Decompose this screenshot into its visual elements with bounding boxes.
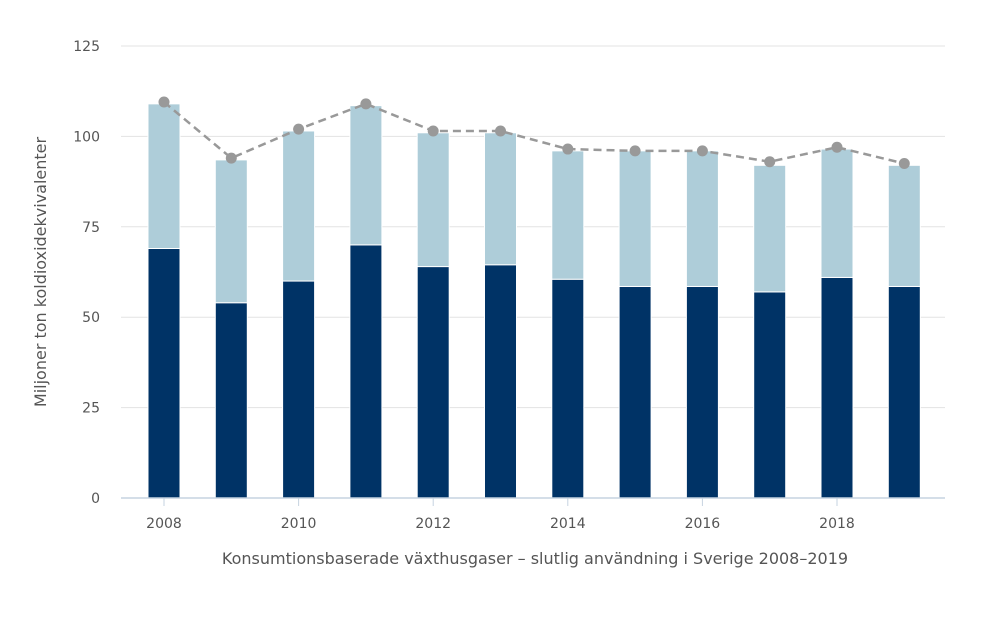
x-tick-label: 2010 xyxy=(281,516,317,532)
grid-lines xyxy=(121,45,945,409)
bar-upper-2008 xyxy=(147,103,181,249)
y-tick-label: 100 xyxy=(73,129,100,145)
total-point-2011 xyxy=(360,98,372,110)
y-tick-label: 50 xyxy=(82,310,100,326)
bar-upper-2011 xyxy=(349,105,383,246)
bar-upper-2009 xyxy=(214,159,248,304)
total-point-2010 xyxy=(293,123,305,135)
bar-lower-2013 xyxy=(484,264,517,499)
bar-upper-2015 xyxy=(618,150,652,287)
bar-lower-2016 xyxy=(685,285,719,499)
total-point-2012 xyxy=(427,125,439,137)
total-point-2013 xyxy=(495,125,506,137)
x-tick-label: 2008 xyxy=(146,516,182,532)
total-point-2014 xyxy=(562,143,574,155)
x-axis-title: Konsumtionsbaserade växthusgaser – slutl… xyxy=(222,549,848,568)
bar-lower-2018 xyxy=(820,276,854,499)
bar-lower-2011 xyxy=(349,244,383,499)
bar-lower-2010 xyxy=(282,280,316,499)
bar-upper-2013 xyxy=(484,132,517,266)
y-tick-label: 125 xyxy=(73,39,100,55)
bar-lower-2014 xyxy=(551,278,585,499)
y-axis-title: Miljoner ton koldioxidekvivalenter xyxy=(31,136,50,407)
bars xyxy=(147,103,921,499)
x-tick-label: 2016 xyxy=(685,516,721,532)
total-point-2015 xyxy=(629,145,641,157)
bar-upper-2018 xyxy=(820,148,854,278)
bar-lower-2009 xyxy=(214,302,248,499)
axes: 0 25 50 75 100 125 2008 2010 2012 2014 2016 2018 xyxy=(73,39,945,532)
bar-lower-2017 xyxy=(753,291,787,499)
x-tick-label: 2018 xyxy=(819,516,855,532)
total-point-2017 xyxy=(764,156,776,168)
x-tick-label: 2014 xyxy=(550,516,586,532)
total-point-2008 xyxy=(158,96,170,108)
total-point-2018 xyxy=(831,141,843,153)
y-tick-label: 25 xyxy=(82,401,100,417)
bar-lower-2008 xyxy=(147,247,181,499)
total-line xyxy=(158,96,910,170)
bar-upper-2014 xyxy=(551,150,585,280)
y-tick-label: 75 xyxy=(82,220,100,236)
x-tick-label: 2012 xyxy=(415,516,451,532)
total-point-2016 xyxy=(696,145,708,157)
bar-upper-2010 xyxy=(282,130,316,282)
total-line-path xyxy=(163,101,905,165)
bar-lower-2019 xyxy=(887,285,921,499)
bar-upper-2019 xyxy=(887,164,921,287)
bar-upper-2012 xyxy=(416,132,450,268)
bar-lower-2015 xyxy=(618,285,652,499)
y-tick-label: 0 xyxy=(91,491,100,507)
total-point-2019 xyxy=(898,158,910,170)
bar-upper-2016 xyxy=(685,150,719,287)
total-point-2009 xyxy=(225,152,237,164)
bar-lower-2012 xyxy=(416,266,450,499)
bar-upper-2017 xyxy=(753,164,787,293)
